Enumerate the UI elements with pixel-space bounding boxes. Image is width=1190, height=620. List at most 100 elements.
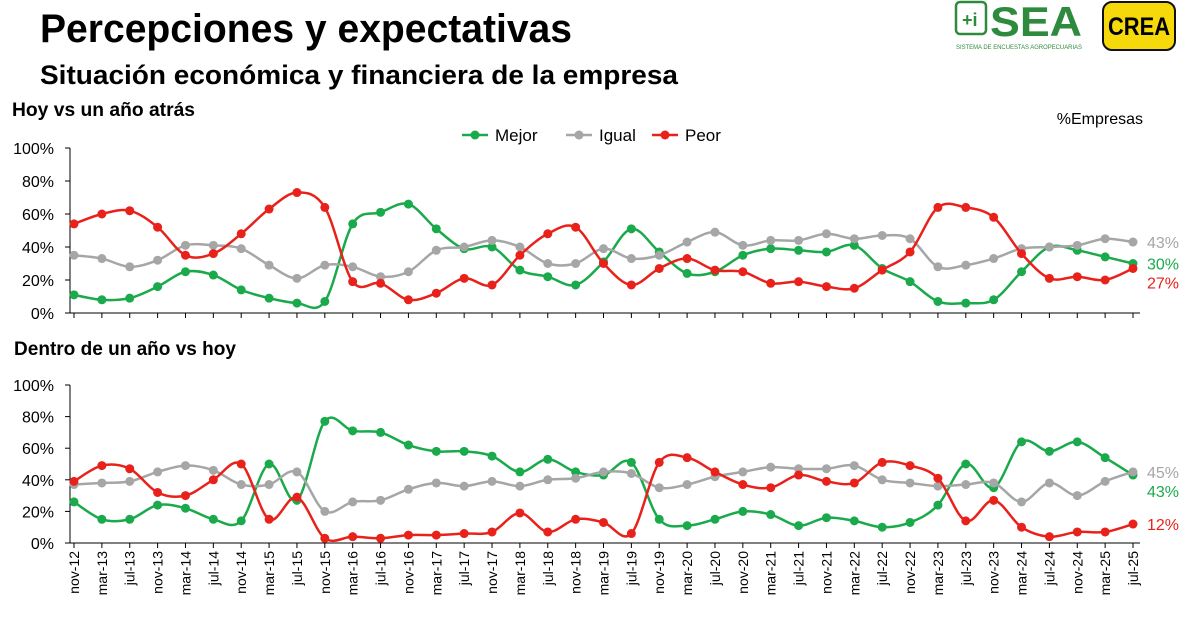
point [682,521,692,531]
point [1017,249,1027,259]
point [348,497,358,507]
point [599,259,608,268]
point [654,514,664,524]
point [320,533,330,543]
x-tick-label: jul-18 [540,551,556,586]
panel-title: Dentro de un año vs hoy [14,339,236,360]
x-tick-label: mar-14 [177,551,193,596]
point [626,224,636,234]
point [626,468,636,478]
point [180,503,190,513]
point [459,446,469,456]
point [571,467,581,477]
point [571,259,581,268]
legend-marker [470,130,480,140]
point [431,530,441,540]
point [264,204,274,214]
point [69,219,79,229]
point [515,242,525,252]
y-tick-label: 20% [22,273,54,290]
point [905,478,915,488]
point [1100,476,1110,486]
point [794,464,804,474]
point [738,267,748,277]
x-tick-label: nov-19 [651,551,667,594]
point [1044,446,1054,456]
end-label: 12% [1147,517,1179,534]
point [738,480,748,490]
point [348,262,358,272]
point [459,273,469,283]
point [877,522,887,532]
x-tick-label: nov-23 [986,551,1002,594]
point [153,487,163,497]
x-tick-label: nov-13 [150,551,166,594]
point [487,242,497,252]
y-tick-label: 80% [22,174,54,191]
point [180,491,190,501]
point [821,229,831,239]
point [1072,240,1082,250]
point [153,500,163,510]
y-tick-label: 60% [22,441,54,458]
point [125,262,135,272]
y-tick-label: 60% [22,207,54,224]
point [208,514,218,524]
point [961,516,971,526]
point [459,242,469,252]
point [208,270,218,280]
x-tick-label: nov-22 [902,551,918,594]
point [125,476,135,486]
point [933,481,943,491]
point [766,510,776,520]
y-tick-label: 100% [13,141,54,158]
point [264,480,274,490]
point [989,212,999,222]
point [961,260,971,270]
point [153,282,163,292]
point [821,513,831,523]
point [849,516,859,526]
point [208,475,218,485]
point [626,529,636,539]
point [766,278,776,288]
x-tick-label: jul-19 [623,551,639,586]
x-tick-label: mar-13 [94,551,110,596]
point [571,222,581,232]
point [905,461,915,471]
point [180,250,190,260]
point [626,280,636,290]
point [849,478,859,488]
x-tick-label: mar-25 [1097,551,1113,596]
point [543,475,553,485]
point [905,277,915,287]
point [849,234,859,244]
point [320,260,330,270]
point [1072,272,1082,282]
point [97,478,107,488]
x-tick-label: mar-16 [345,551,361,596]
point [1017,522,1027,532]
point [264,514,274,524]
point [208,249,218,259]
point [989,495,999,505]
point [710,265,720,275]
point [877,457,887,467]
point [125,293,135,303]
point [849,283,859,293]
y-tick-label: 0% [31,536,54,553]
point [961,480,971,490]
end-label: 45% [1147,465,1179,482]
point [821,476,831,486]
point [710,467,720,477]
point [961,459,971,469]
x-tick-label: mar-21 [763,551,779,596]
point [320,296,330,306]
point [431,446,441,456]
point [682,237,692,247]
point [766,462,776,472]
point [376,533,386,543]
point [69,290,79,300]
point [292,467,302,477]
x-tick-label: jul-15 [289,551,305,586]
